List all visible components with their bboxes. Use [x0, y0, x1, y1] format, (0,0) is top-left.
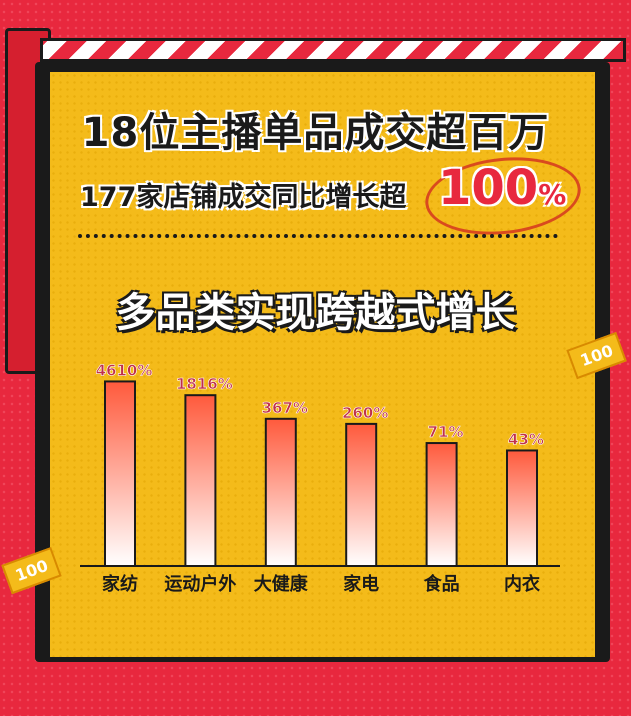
value-label: 1816% [176, 375, 233, 393]
category-label: 食品 [423, 573, 460, 595]
value-label: 71% [428, 423, 464, 441]
bar-0 [104, 380, 136, 567]
category-label: 大健康 [254, 573, 309, 595]
subline-highlight: 100% [438, 160, 566, 216]
highlight-number: 100 [438, 160, 539, 216]
category-label: 运动户外 [164, 573, 236, 595]
value-label: 4610% [96, 361, 153, 379]
bar-1 [184, 394, 217, 567]
barrier-stripe [40, 38, 626, 62]
board-panel [50, 72, 595, 657]
dotted-divider [78, 234, 558, 238]
bar-5 [506, 449, 538, 567]
section-title: 多品类实现跨越式增长 [115, 290, 516, 336]
category-label: 家纺 [102, 573, 138, 595]
headline: 18位主播单品成交超百万 [81, 110, 550, 156]
category-label: 家电 [343, 573, 379, 595]
category-label: 内衣 [504, 573, 540, 595]
value-label: 260% [342, 404, 388, 422]
bar-3 [345, 422, 378, 567]
value-label: 367% [262, 399, 308, 417]
subline: 177家店铺成交同比增长超 [80, 182, 407, 213]
value-label: 43% [508, 430, 544, 448]
bar-4 [425, 442, 458, 568]
highlight-unit: % [538, 178, 567, 211]
bar-2 [264, 417, 297, 567]
